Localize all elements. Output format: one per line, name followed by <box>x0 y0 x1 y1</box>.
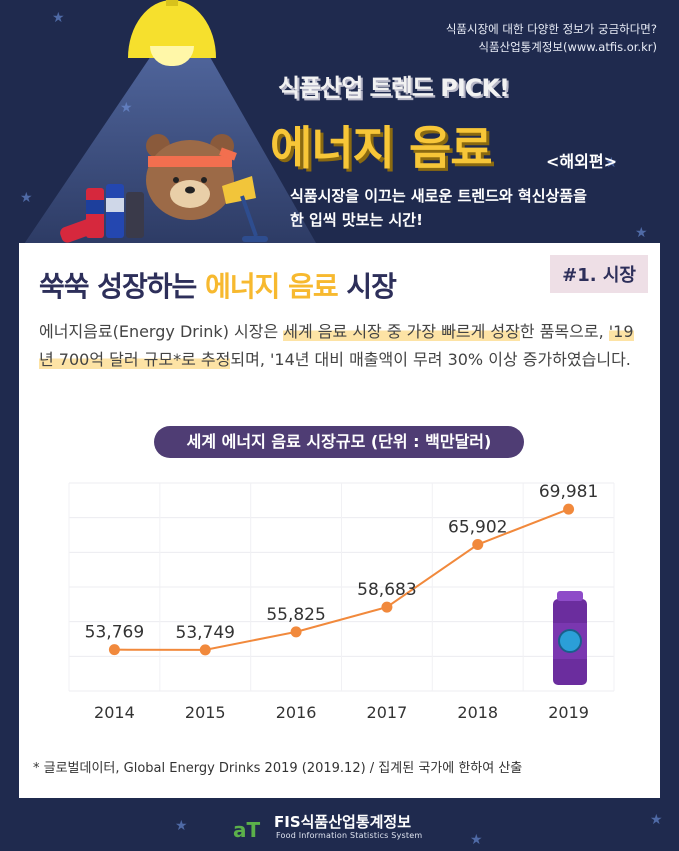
data-label: 69,981 <box>539 482 598 502</box>
data-label: 53,769 <box>85 623 144 643</box>
header-desc-line-2: 한 입씩 맛보는 시간! <box>290 211 423 229</box>
data-point <box>290 626 302 638</box>
info-line-2: 식품산업통계정보(www.atfis.or.kr) <box>478 40 657 54</box>
pick-title: 식품산업 트렌드 PICK! <box>278 74 510 102</box>
star-icon: ★ <box>605 155 618 171</box>
star-icon: ★ <box>20 190 33 206</box>
footnote: * 글로벌데이터, Global Energy Drinks 2019 (201… <box>33 761 523 776</box>
info-top: 식품시장에 대한 다양한 정보가 궁금하다면? 식품산업통계정보(www.atf… <box>446 20 657 56</box>
line-chart: 53,769 53,749 55,825 58,683 65,902 69,981 201… <box>68 482 615 722</box>
x-tick-label: 2014 <box>94 703 135 722</box>
body-highlight-1: 세계 음료 시장 중 가장 빠르게 성장 <box>283 322 520 341</box>
sub-tag: <해외편> <box>546 152 617 171</box>
info-line-1: 식품시장에 대한 다양한 정보가 궁금하다면? <box>445 22 657 36</box>
footer: aT FIS식품산업통계정보 Food Information Statisti… <box>0 805 679 851</box>
energy-can-icon <box>553 591 587 685</box>
x-tick-label: 2016 <box>276 703 317 722</box>
x-tick-label: 2018 <box>457 703 498 722</box>
data-label: 55,825 <box>266 605 325 625</box>
x-tick-label: 2015 <box>185 703 226 722</box>
body-paragraph: 에너지음료(Energy Drink) 시장은 세계 음료 시장 중 가장 빠르… <box>39 318 644 374</box>
footer-subtitle: Food Information Statistics System <box>276 831 423 840</box>
data-point <box>472 539 484 551</box>
data-point <box>199 644 211 656</box>
data-label: 65,902 <box>448 518 507 538</box>
star-icon: ★ <box>650 812 663 828</box>
footer-name: FIS식품산업통계정보 <box>274 813 412 831</box>
bulb-icon <box>150 46 194 66</box>
x-tick-label: 2019 <box>548 703 589 722</box>
star-icon: ★ <box>52 10 65 26</box>
star-icon: ★ <box>635 225 648 241</box>
section-title-part1: 쑥쑥 성장하는 <box>39 270 206 303</box>
section-title-highlight: 에너지 음료 <box>205 270 339 303</box>
section-tag: #1. 시장 <box>550 255 648 293</box>
data-label: 58,683 <box>357 580 416 600</box>
desk-lamp-illustration <box>222 176 268 242</box>
body-text-c: 한 품목으로, <box>519 322 609 341</box>
body-text-e: 되며, '14년 대비 매출액이 무려 30% 이상 증가하였습니다. <box>230 350 631 369</box>
data-point <box>108 644 120 656</box>
cans-illustration <box>60 184 144 243</box>
content-panel: 쑥쑥 성장하는 에너지 음료 시장 #1. 시장 에너지음료(Energy Dr… <box>19 243 660 798</box>
at-logo-icon: aT <box>233 818 260 841</box>
star-icon: ★ <box>175 818 188 834</box>
bear-illustration <box>146 134 237 220</box>
x-tick-label: 2017 <box>367 703 408 722</box>
main-title: 에너지 음료 <box>270 121 493 175</box>
section-title: 쑥쑥 성장하는 에너지 음료 시장 <box>39 265 397 305</box>
section-title-part2: 시장 <box>337 270 397 303</box>
star-icon: ★ <box>470 832 483 848</box>
series-line <box>114 508 569 651</box>
body-text-a: 에너지음료(Energy Drink) 시장은 <box>39 322 284 341</box>
data-point <box>563 503 575 515</box>
data-label: 53,749 <box>176 623 235 643</box>
data-point <box>381 601 393 613</box>
at-logo-text: aT <box>233 818 260 841</box>
chart-title: 세계 에너지 음료 시장규모 (단위 : 백만달러) <box>154 426 524 458</box>
header-desc-line-1: 식품시장을 이끄는 새로운 트렌드와 혁신상품을 <box>290 187 587 205</box>
